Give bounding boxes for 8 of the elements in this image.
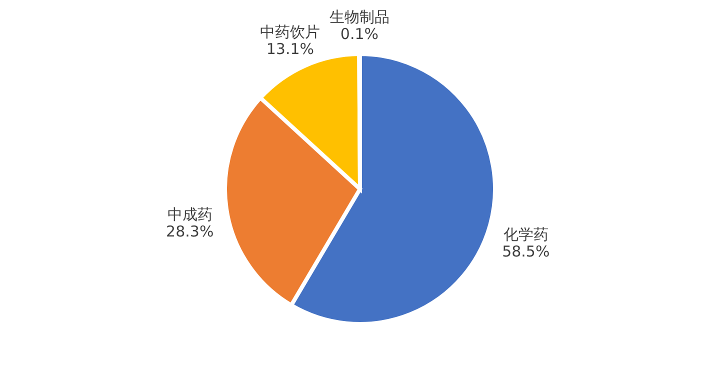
data-label: 0.1% (340, 25, 379, 43)
slice-label: 中成药 (167, 205, 212, 224)
slice-label: 中药饮片 (260, 22, 320, 41)
slice-label: 生物制品 (329, 8, 390, 26)
data-label: 13.1% (266, 40, 314, 58)
data-label: 58.5% (502, 242, 550, 260)
slice-label: 化学药 (503, 225, 548, 244)
data-label: 28.3% (166, 222, 214, 240)
